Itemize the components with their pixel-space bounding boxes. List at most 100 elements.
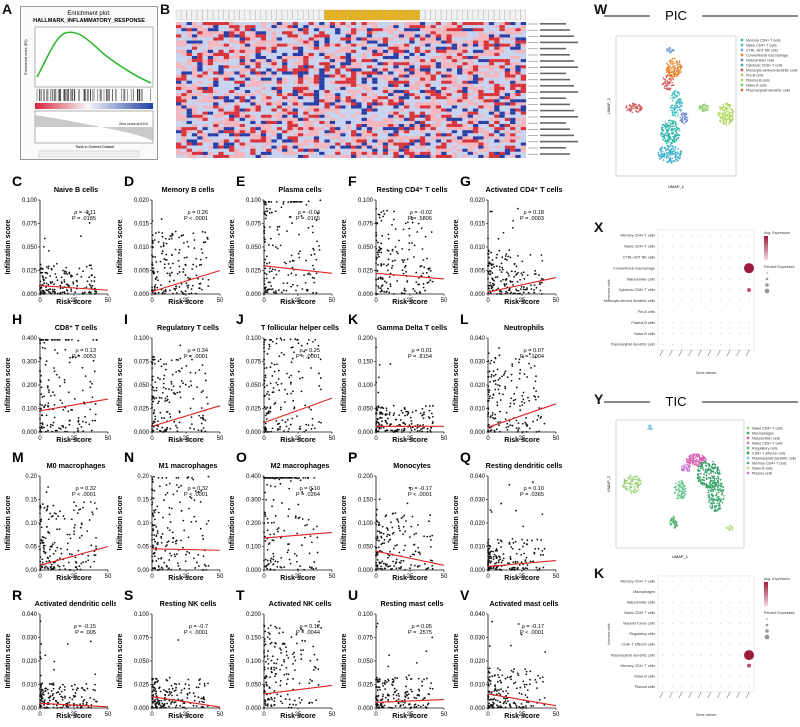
scatter-point: [489, 371, 491, 373]
scatter-point: [159, 397, 161, 399]
heatmap-cell: [181, 22, 186, 25]
scatter-point: [386, 423, 388, 425]
heatmap-cell: [457, 47, 462, 50]
scatter-point: [269, 212, 271, 214]
scatter-point: [68, 391, 70, 393]
scatter-point: [161, 397, 163, 399]
scatter-point: [292, 400, 294, 402]
heatmap-cell: [293, 71, 298, 74]
heatmap-cell: [388, 53, 393, 56]
scatter-point: [72, 281, 74, 283]
scatter-point: [401, 431, 403, 433]
scatter-point: [263, 379, 265, 381]
heatmap-cell: [489, 115, 494, 118]
panel-label-a: A: [2, 2, 12, 16]
scatter-point: [92, 339, 94, 341]
heatmap-cell: [499, 93, 504, 96]
heatmap-cell: [293, 149, 298, 152]
heatmap-header-cell: [515, 10, 520, 20]
scatter-point: [47, 273, 49, 275]
heatmap-cell: [372, 102, 377, 105]
heatmap-header-cell: [378, 10, 383, 20]
heatmap-cell: [494, 112, 499, 115]
heatmap-cell: [452, 112, 457, 115]
heatmap-cell: [515, 121, 520, 124]
scatter-point: [40, 358, 42, 360]
heatmap-cell: [314, 87, 319, 90]
scatter-point: [422, 248, 424, 250]
heatmap-cell: [192, 124, 197, 127]
scatter-point: [489, 398, 491, 400]
scatter-point: [63, 279, 65, 281]
heatmap-cell: [208, 109, 213, 112]
scatter-point: [278, 389, 280, 391]
heatmap-cell: [478, 130, 483, 133]
heatmap-cell: [277, 65, 282, 68]
heatmap-cell: [404, 139, 409, 142]
scatter-point: [316, 272, 318, 274]
heatmap-cell: [256, 87, 261, 90]
heatmap-cell: [393, 75, 398, 78]
scatter-point: [394, 260, 396, 262]
heatmap-cell: [441, 155, 446, 158]
heatmap-cell: [372, 136, 377, 139]
heatmap-cell: [314, 102, 319, 105]
heatmap-cell: [473, 71, 478, 74]
scatter-point: [272, 244, 274, 246]
heatmap-cell: [229, 96, 234, 99]
heatmap-cell: [250, 71, 255, 74]
heatmap-cell: [319, 90, 324, 93]
scatter-point: [165, 363, 167, 365]
scatter-point: [85, 375, 87, 377]
heatmap-cell: [473, 78, 478, 81]
heatmap-cell: [457, 22, 462, 25]
heatmap-cell: [362, 149, 367, 152]
heatmap-cell: [229, 87, 234, 90]
heatmap-cell: [484, 155, 489, 158]
scatter-point: [85, 422, 87, 424]
heatmap-cell: [420, 133, 425, 136]
heatmap-cell: [287, 112, 292, 115]
heatmap-cell: [409, 44, 414, 47]
heatmap-cell: [494, 68, 499, 71]
heatmap-cell: [393, 149, 398, 152]
heatmap-cell: [277, 90, 282, 93]
heatmap-cell: [213, 152, 218, 155]
heatmap-cell: [282, 44, 287, 47]
scatter-point: [169, 275, 171, 277]
heatmap-cell: [431, 130, 436, 133]
scatter-point: [421, 227, 423, 229]
heatmap-cell: [250, 130, 255, 133]
heatmap-cell: [436, 146, 441, 149]
scatter-point: [195, 293, 197, 295]
heatmap-cell: [203, 31, 208, 34]
scatter-point: [272, 268, 274, 270]
scatter-point: [40, 375, 42, 377]
heatmap-header-cell: [409, 10, 414, 20]
heatmap-cell: [208, 28, 213, 31]
heatmap-cell: [229, 109, 234, 112]
scatter-point: [296, 415, 298, 417]
scatter-point: [423, 417, 425, 419]
scatter-point: [164, 267, 166, 269]
heatmap-cell: [505, 81, 510, 84]
heatmap-cell: [383, 115, 388, 118]
heatmap-cell: [197, 127, 202, 130]
heatmap-cell: [425, 31, 430, 34]
scatter-title: Plasma cells: [278, 185, 321, 194]
heatmap-cell: [388, 146, 393, 149]
scatter-point: [44, 238, 46, 240]
heatmap-cell: [208, 133, 213, 136]
scatter-point: [390, 285, 392, 287]
scatter-point: [488, 352, 490, 354]
scatter-point: [401, 410, 403, 412]
heatmap-cell: [489, 75, 494, 78]
scatter-point: [505, 293, 507, 295]
heatmap-cell: [452, 139, 457, 142]
heatmap-cell: [356, 96, 361, 99]
heatmap-cell: [399, 81, 404, 84]
heatmap-cell: [510, 149, 515, 152]
heatmap-cell: [420, 136, 425, 139]
heatmap-cell: [282, 65, 287, 68]
